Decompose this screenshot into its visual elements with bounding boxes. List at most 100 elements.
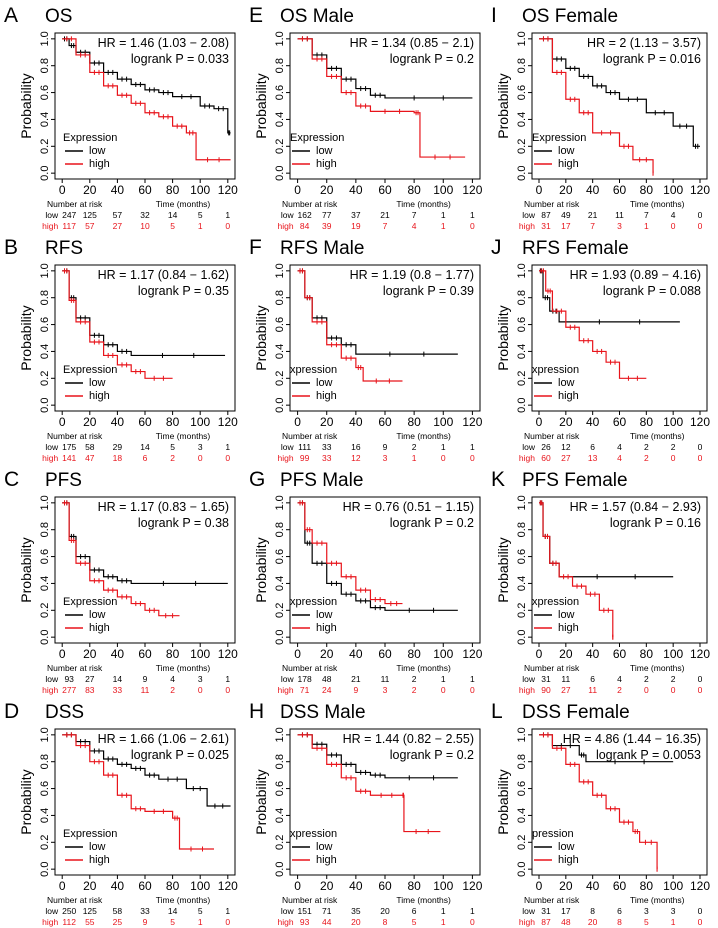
risk-table-label: Number at risk xyxy=(524,431,580,441)
risk-count-high: 5 xyxy=(170,917,175,927)
y-tick-label: 1.0 xyxy=(39,495,51,510)
risk-table-label: Number at risk xyxy=(282,895,338,905)
risk-count-high: 4 xyxy=(412,221,417,231)
x-tick-label: 100 xyxy=(663,415,683,429)
x-tick-label: 100 xyxy=(433,647,453,661)
x-tick-label: 120 xyxy=(690,879,710,893)
x-tick-label: 40 xyxy=(111,647,125,661)
risk-count-high: 0 xyxy=(441,453,446,463)
risk-count-high: 44 xyxy=(322,917,332,927)
y-tick-label: 0.4 xyxy=(516,344,528,359)
y-tick-label: 0.4 xyxy=(274,344,286,359)
y-tick-label: 0.6 xyxy=(274,317,286,332)
risk-count-high: 6 xyxy=(143,453,148,463)
y-tick-label: 0.2 xyxy=(39,139,51,154)
km-curve-high xyxy=(62,502,180,617)
risk-count-low: 4 xyxy=(617,674,622,684)
x-tick-label: 120 xyxy=(218,879,238,893)
x-tick-label: 40 xyxy=(586,647,600,661)
x-tick-label: 0 xyxy=(294,647,301,661)
km-curve-low xyxy=(297,734,458,779)
y-tick-label: 0.2 xyxy=(274,835,286,850)
y-tick-label: 0.2 xyxy=(274,371,286,386)
legend-title: Expression xyxy=(63,596,117,608)
risk-count-high: 0 xyxy=(470,453,475,463)
risk-count-high: 0 xyxy=(441,685,446,695)
y-tick-label: 1.0 xyxy=(39,263,51,278)
risk-count-high: 13 xyxy=(588,453,598,463)
risk-count-high: 39 xyxy=(322,221,332,231)
risk-count-low: 1 xyxy=(441,906,446,916)
risk-count-high: 117 xyxy=(62,221,76,231)
risk-count-low: 93 xyxy=(64,674,74,684)
legend-label-low: low xyxy=(558,609,575,621)
y-tick-label: 0.6 xyxy=(39,781,51,796)
risk-count-high: 11 xyxy=(588,685,597,695)
risk-count-low: 1 xyxy=(225,906,230,916)
x-tick-label: 80 xyxy=(407,415,421,429)
risk-row-label-high: high xyxy=(42,685,58,695)
risk-count-low: 71 xyxy=(322,906,332,916)
y-tick-label: 0.0 xyxy=(39,166,51,181)
risk-count-high: 8 xyxy=(383,917,388,927)
y-tick-label: 0.8 xyxy=(274,58,286,73)
risk-row-label-high: high xyxy=(519,917,535,927)
risk-count-low: 12 xyxy=(561,442,571,452)
risk-count-high: 1 xyxy=(412,453,417,463)
x-tick-label: 20 xyxy=(320,183,334,197)
x-tick-label: 20 xyxy=(83,415,97,429)
y-tick-label: 0.0 xyxy=(274,398,286,413)
x-tick-label: 60 xyxy=(138,415,152,429)
km-curve-low xyxy=(539,270,680,323)
legend-label-low: low xyxy=(89,145,106,157)
legend-label-low: low xyxy=(89,841,106,853)
x-tick-label: 0 xyxy=(59,647,66,661)
x-tick-label: 40 xyxy=(349,879,363,893)
risk-count-low: 4 xyxy=(170,674,175,684)
y-tick-label: 1.0 xyxy=(274,727,286,742)
x-tick-label: 80 xyxy=(407,879,421,893)
risk-count-high: 2 xyxy=(170,685,175,695)
y-axis-label: Probability xyxy=(495,537,511,602)
y-axis-label: Probability xyxy=(253,305,269,370)
risk-count-high: 93 xyxy=(300,917,310,927)
risk-count-low: 5 xyxy=(198,210,203,220)
x-tick-label: 60 xyxy=(138,647,152,661)
legend-label-high: high xyxy=(558,390,579,402)
risk-count-low: 35 xyxy=(351,906,361,916)
panel-title: RFS Female xyxy=(522,238,629,259)
risk-count-low: 1 xyxy=(470,210,475,220)
risk-table-label: Number at risk xyxy=(524,663,580,673)
panel-letter: J xyxy=(491,236,502,259)
panel-letter: A xyxy=(4,4,18,27)
risk-count-high: 2 xyxy=(617,685,622,695)
x-tick-label: 40 xyxy=(586,183,600,197)
x-tick-label: 0 xyxy=(536,879,543,893)
risk-table-label: Number at risk xyxy=(47,895,103,905)
x-tick-label: 100 xyxy=(663,183,683,197)
y-tick-label: 1.0 xyxy=(274,263,286,278)
y-tick-label: 0.0 xyxy=(516,630,528,645)
x-tick-label: 120 xyxy=(218,647,238,661)
y-tick-label: 1.0 xyxy=(274,495,286,510)
risk-count-low: 2 xyxy=(412,442,417,452)
risk-table-label: Number at risk xyxy=(47,199,103,209)
y-tick-label: 0.6 xyxy=(516,781,528,796)
risk-count-high: 2 xyxy=(412,685,417,695)
risk-count-low: 2 xyxy=(644,442,649,452)
risk-count-high: 1 xyxy=(644,221,649,231)
km-panel-k: K PFS Female 0.0 0.2 0.4 0.6 0.8 1.0 Probability… xyxy=(491,468,710,695)
logrank-p: logrank P = 0.088 xyxy=(603,284,701,298)
y-tick-label: 0.4 xyxy=(39,576,51,591)
x-tick-label: 100 xyxy=(190,879,210,893)
risk-count-low: 6 xyxy=(617,906,622,916)
hazard-ratio: HR = 1.19 (0.8 − 1.77) xyxy=(350,268,474,282)
risk-count-high: 0 xyxy=(225,453,230,463)
logrank-p: logrank P = 0.39 xyxy=(383,284,474,298)
y-tick-label: 0.2 xyxy=(39,603,51,618)
risk-count-high: 87 xyxy=(541,917,551,927)
risk-count-high: 277 xyxy=(62,685,76,695)
y-axis-label: Probability xyxy=(18,537,34,602)
risk-count-high: 12 xyxy=(351,453,361,463)
